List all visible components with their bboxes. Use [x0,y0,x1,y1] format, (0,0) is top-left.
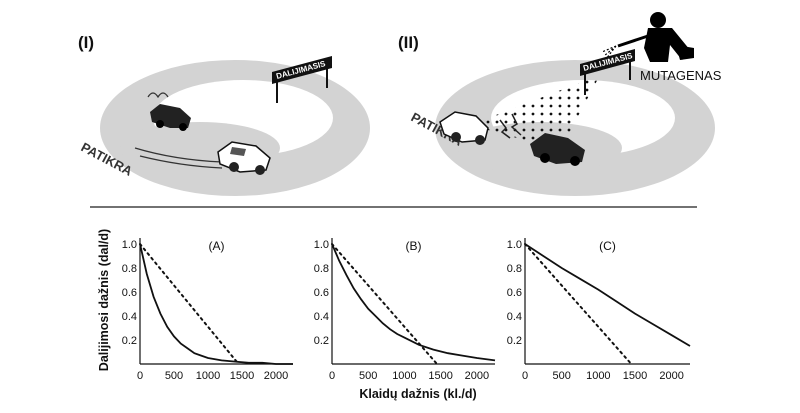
skid-marks [499,113,522,139]
x-tick-label: 0 [137,370,143,382]
car-icon [439,111,489,145]
dotted-series-line [331,243,438,365]
x-tick-label: 500 [165,370,183,382]
x-tick-label: 2000 [264,370,288,382]
y-tick-label: 0.8 [314,263,329,275]
y-tick-label: 0.2 [314,335,329,347]
x-tick-label: 1000 [196,370,220,382]
chart-panel: 0 500 1000 1500 2000 0.2 0.4 0.6 0.8 1.0 (C) [507,238,691,382]
car-icon [530,133,585,166]
dotted-series-line [524,243,633,365]
solid-series-line [331,243,496,362]
x-tick-label: 0 [329,370,335,382]
y-tick-label: 0.4 [122,311,137,323]
chart-panel-label: (A) [209,239,225,253]
panel-label-right: (II) [398,33,419,52]
person-icon [644,12,694,62]
y-axis-title: Dalijimosi dažnis (dal/d) [97,229,111,371]
x-tick-label: 1000 [392,370,416,382]
skid-marks [134,92,223,169]
x-tick-label: 1500 [230,370,254,382]
x-tick-label: 500 [552,370,570,382]
x-tick-label: 1500 [623,370,647,382]
mutagen-label: MUTAGENAS [640,68,722,83]
dotted-series-line [139,243,240,365]
spray-gun-icon [601,34,649,60]
x-tick-label: 500 [359,370,377,382]
y-tick-label: 0.4 [314,311,329,323]
x-tick-label: 2000 [465,370,489,382]
chart-panel: 0 500 1000 1500 2000 0.2 0.4 0.6 0.8 1.0 (A) [122,238,293,382]
y-tick-label: 0.2 [507,335,522,347]
car-icon [150,104,191,131]
y-tick-label: 0.6 [507,287,522,299]
y-tick-label: 0.6 [314,287,329,299]
y-tick-label: 0.6 [122,287,137,299]
chart-panel: 0 500 1000 1500 2000 0.2 0.4 0.6 0.8 1.0 (B) [314,238,496,382]
car-icon [217,141,271,175]
y-tick-label: 0.8 [122,263,137,275]
y-tick-label: 0.2 [122,335,137,347]
x-tick-label: 2000 [659,370,683,382]
x-tick-label: 1500 [428,370,452,382]
x-axis-title: Klaidų dažnis (kl./d) [359,387,476,401]
y-tick-label: 1.0 [507,239,522,251]
chart-panel-label: (B) [406,239,422,253]
chart-panel-label: (C) [599,239,616,253]
solid-series-line [524,243,691,347]
solid-series-line [139,243,293,365]
y-tick-label: 0.4 [507,311,522,323]
x-tick-label: 1000 [586,370,610,382]
x-tick-label: 0 [522,370,528,382]
panel-label-left: (I) [78,33,94,52]
y-tick-label: 1.0 [314,239,329,251]
y-tick-label: 1.0 [122,239,137,251]
y-tick-label: 0.8 [507,263,522,275]
